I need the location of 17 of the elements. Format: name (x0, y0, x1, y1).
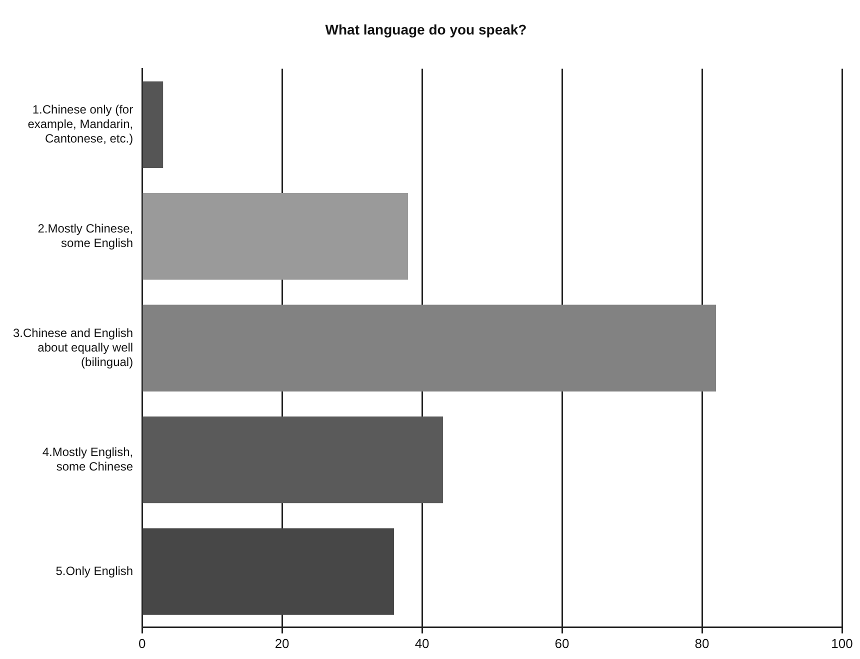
bar (142, 193, 408, 280)
x-tick-label: 80 (694, 636, 710, 651)
x-tick-label: 100 (831, 636, 853, 651)
y-tick-label: 3.Chinese and English about equally well (bilingual) (12, 326, 134, 369)
bar (142, 528, 394, 615)
x-tick-label: 60 (554, 636, 570, 651)
y-tick-label: 5.Only English (56, 564, 134, 578)
y-tick-label: 4.Mostly English, some Chinese (42, 444, 134, 474)
bar (142, 416, 444, 504)
x-tick-label: 0 (138, 636, 146, 651)
x-tick-label: 40 (414, 636, 430, 651)
y-tick-label: 1.Chinese only (for example, Mandarin, Cantonese, etc.) (28, 102, 134, 146)
chart-title: What language do you speak? (325, 21, 527, 38)
x-tick-label: 20 (274, 636, 290, 651)
bar (142, 304, 716, 392)
bar (142, 81, 164, 168)
y-tick-label: 2.Mostly Chinese, some English (38, 221, 134, 250)
